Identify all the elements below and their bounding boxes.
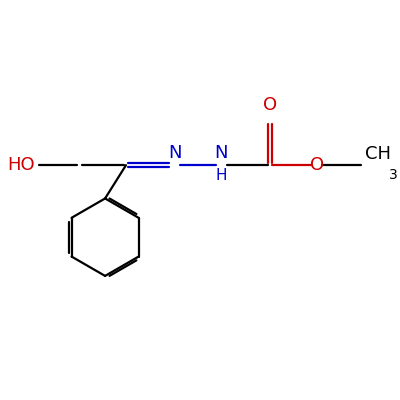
Text: 3: 3 — [389, 168, 397, 182]
Text: HO: HO — [8, 156, 35, 174]
Text: N: N — [214, 144, 228, 162]
Text: CH: CH — [364, 145, 390, 163]
Text: H: H — [216, 168, 227, 183]
Text: N: N — [168, 144, 182, 162]
Text: O: O — [310, 156, 324, 174]
Text: O: O — [263, 96, 277, 114]
